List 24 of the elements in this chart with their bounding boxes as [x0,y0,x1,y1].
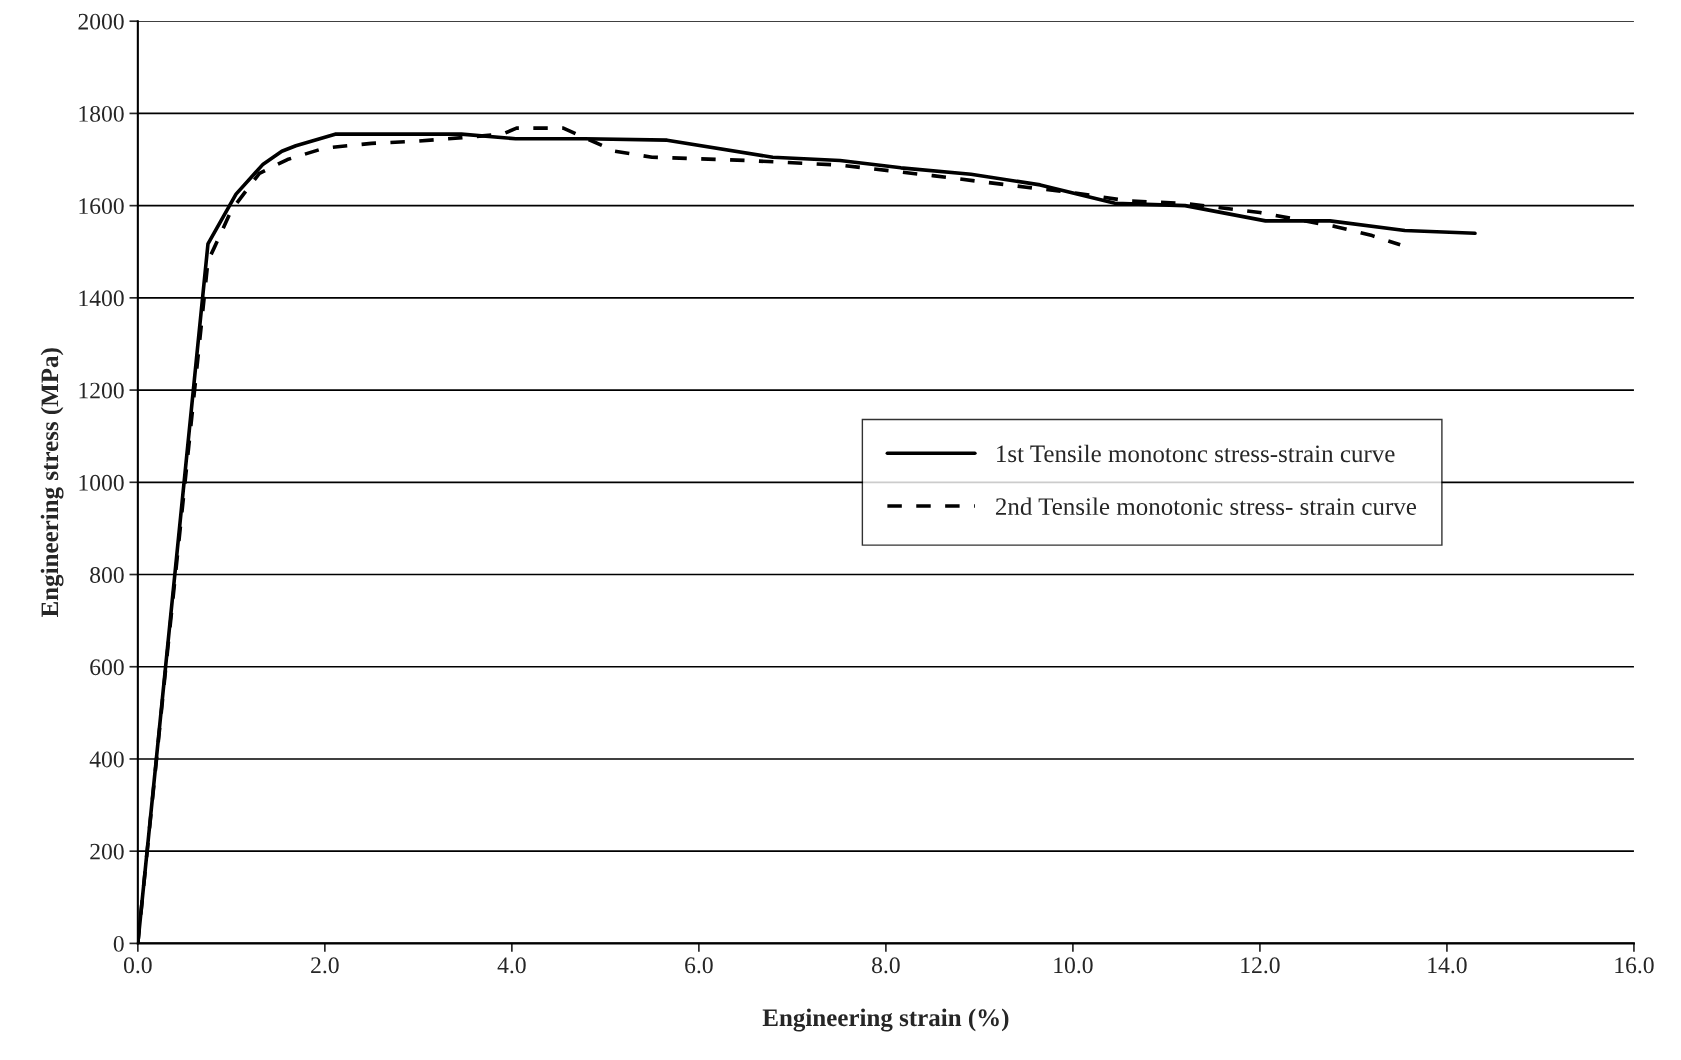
y-tick-label: 200 [90,843,124,860]
legend-label: 1st Tensile monotonc stress-strain curve [997,444,1395,463]
y-tick-label: 800 [90,567,124,583]
y-tick-label: 1800 [79,105,124,122]
y-tick-label: 2000 [78,13,124,30]
x-tick-label: 0.0 [123,957,152,974]
y-tick-label: 1200 [79,382,124,399]
y-tick-label: 600 [90,659,124,676]
x-tick-label: 6.0 [685,957,713,974]
y-tick-label: 0 [113,935,124,952]
x-tick-label: 8.0 [872,957,900,974]
y-tick-label: 1400 [79,290,124,307]
x-tick-label: 10.0 [1054,957,1093,974]
y-tick-label: 400 [89,751,124,768]
x-tick-label: 2.0 [311,957,339,974]
y-axis-title: Engineering stress (MPa) [40,348,64,618]
x-tick-label: 14.0 [1428,957,1467,974]
y-tick-label: 1000 [79,474,124,491]
x-axis-title: Engineering strain (%) [762,1008,1009,1032]
x-tick-label: 16.0 [1615,957,1654,974]
y-tick-label: 1600 [79,198,124,215]
x-tick-label: 4.0 [497,957,526,974]
legend-label: 2nd Tensile monotonic stress- strain curve [995,497,1417,516]
x-tick-label: 12.0 [1241,957,1280,974]
